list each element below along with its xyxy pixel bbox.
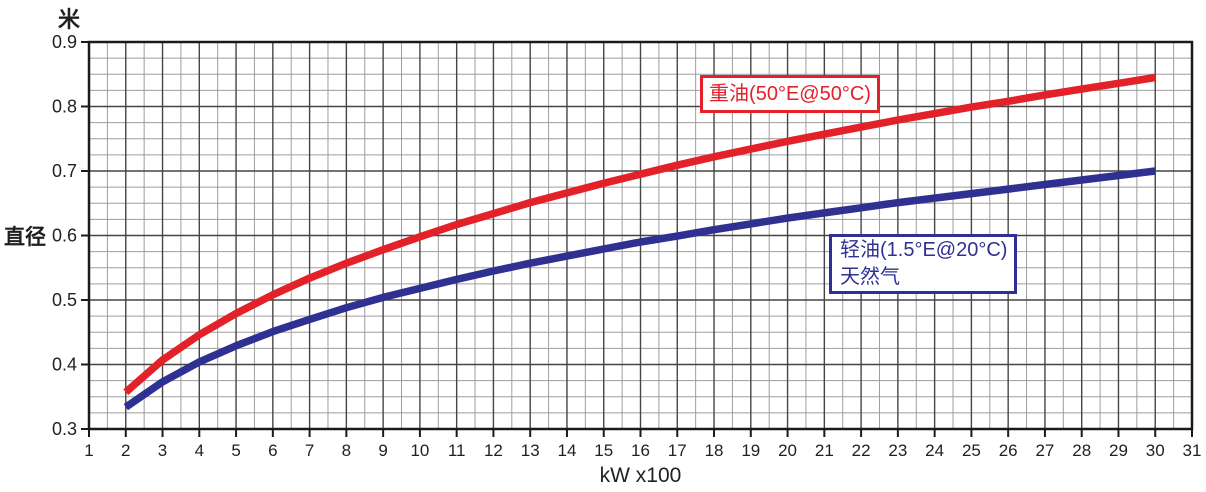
x-tick-label: 6 [268, 441, 277, 460]
light-oil-curve [123, 167, 1156, 411]
x-tick-label: 5 [231, 441, 240, 460]
x-tick-label: 16 [631, 441, 650, 460]
x-tick-label: 22 [852, 441, 871, 460]
y-axis-title: 直径 [4, 226, 46, 249]
legend-heavy-oil-label: 重油(50°E@50°C) [709, 83, 871, 105]
x-tick-label: 17 [668, 441, 687, 460]
heavy-oil-curve [123, 73, 1156, 396]
y-tick-label: 0.7 [52, 161, 77, 181]
legend-light-oil-label-line2: 天然气 [840, 266, 900, 288]
x-tick-label: 18 [705, 441, 724, 460]
x-tick-label: 24 [925, 441, 944, 460]
y-tick-label: 0.3 [52, 419, 77, 439]
x-tick-label: 15 [594, 441, 613, 460]
x-tick-label: 21 [815, 441, 834, 460]
y-tick-label: 0.6 [52, 226, 77, 246]
x-tick-label: 28 [1072, 441, 1091, 460]
x-tick-label: 27 [1035, 441, 1054, 460]
x-tick-label: 3 [158, 441, 167, 460]
x-tick-label: 14 [558, 441, 577, 460]
x-axis-title: kW x100 [599, 464, 682, 487]
x-tick-label: 1 [84, 441, 93, 460]
legend-light-oil: 轻油(1.5°E@20°C) 天然气 [829, 234, 1017, 294]
x-tick-label: 10 [410, 441, 429, 460]
x-tick-label: 30 [1146, 441, 1165, 460]
x-tick-label: 13 [521, 441, 540, 460]
x-tick-label: 2 [121, 441, 130, 460]
x-tick-label: 23 [888, 441, 907, 460]
y-tick-label: 0.8 [52, 97, 77, 117]
legend-light-oil-label-line1: 轻油(1.5°E@20°C) [840, 239, 1008, 261]
x-tick-label: 8 [342, 441, 351, 460]
x-tick-label: 29 [1109, 441, 1128, 460]
x-tick-label: 31 [1183, 441, 1202, 460]
y-axis-unit-label: 米 [58, 7, 81, 32]
x-tick-label: 9 [378, 441, 387, 460]
x-tick-label: 7 [305, 441, 314, 460]
x-tick-label: 19 [741, 441, 760, 460]
x-tick-label: 26 [999, 441, 1018, 460]
y-tick-label: 0.4 [52, 355, 77, 375]
x-tick-label: 11 [448, 441, 466, 460]
y-tick-label: 0.5 [52, 290, 77, 310]
x-tick-label: 20 [778, 441, 797, 460]
x-tick-label: 4 [195, 441, 204, 460]
legend-heavy-oil: 重油(50°E@50°C) [700, 75, 880, 113]
x-tick-label: 12 [484, 441, 503, 460]
x-tick-label: 25 [962, 441, 981, 460]
y-tick-label: 0.9 [52, 32, 77, 52]
